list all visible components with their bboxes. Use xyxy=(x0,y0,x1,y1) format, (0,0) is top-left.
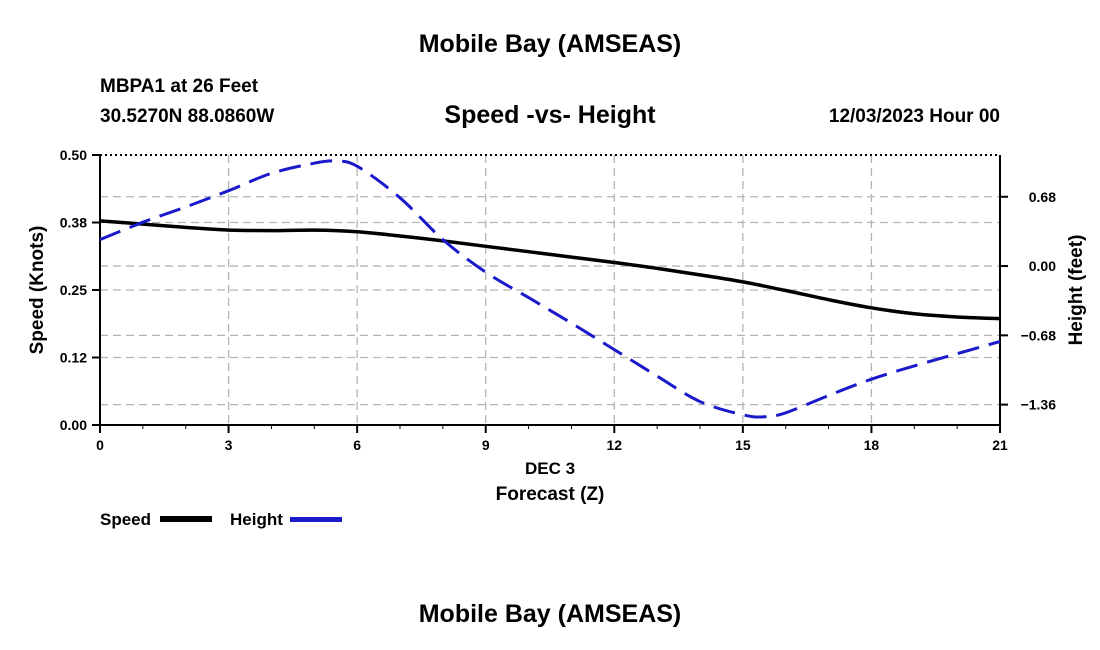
speed-series-line xyxy=(99,219,1001,321)
legend-speed-label: Speed xyxy=(100,510,152,529)
x-tick-label: 18 xyxy=(864,437,880,453)
x-axis-label: Forecast (Z) xyxy=(496,484,605,505)
main-title: Mobile Bay (AMSEAS) xyxy=(418,30,682,58)
chart-title: Speed -vs- Height xyxy=(444,101,656,129)
legend-height-swatch xyxy=(290,517,342,522)
y2-tick-label: 0.68 xyxy=(1029,189,1056,205)
station-label: MBPA1 at 26 Feet xyxy=(100,76,259,97)
y2-tick-label: −0.68 xyxy=(1021,327,1057,343)
y-tick-label: 0.38 xyxy=(60,215,87,231)
x-tick-label: 12 xyxy=(606,437,622,453)
y2-axis-label: Height (feet) xyxy=(1066,235,1087,346)
x-axis-sublabel: DEC 3 xyxy=(525,459,575,478)
x-tick-label: 9 xyxy=(482,437,490,453)
y-axis-label: Speed (Knots) xyxy=(27,226,48,355)
y2-tick-label: −1.36 xyxy=(1021,397,1057,413)
y-tick-label: 0.25 xyxy=(60,282,87,298)
repeat-title: Mobile Bay (AMSEAS) xyxy=(418,600,682,628)
y-tick-label: 0.12 xyxy=(60,350,87,366)
height-series-line xyxy=(99,159,1001,419)
x-tick-label: 0 xyxy=(96,437,104,453)
x-tick-label: 15 xyxy=(735,437,751,453)
legend-height-label: Height xyxy=(230,510,283,529)
x-tick-label: 6 xyxy=(353,437,361,453)
station-coordinates: 30.5270N 88.0860W xyxy=(100,106,275,127)
y-tick-label: 0.00 xyxy=(60,417,87,433)
forecast-datetime: 12/03/2023 Hour 00 xyxy=(828,106,1000,127)
y2-tick-label: 0.00 xyxy=(1029,258,1056,274)
legend-speed-swatch xyxy=(160,516,212,522)
y-tick-label: 0.50 xyxy=(60,147,87,163)
x-tick-label: 3 xyxy=(225,437,233,453)
x-tick-label: 21 xyxy=(992,437,1008,453)
